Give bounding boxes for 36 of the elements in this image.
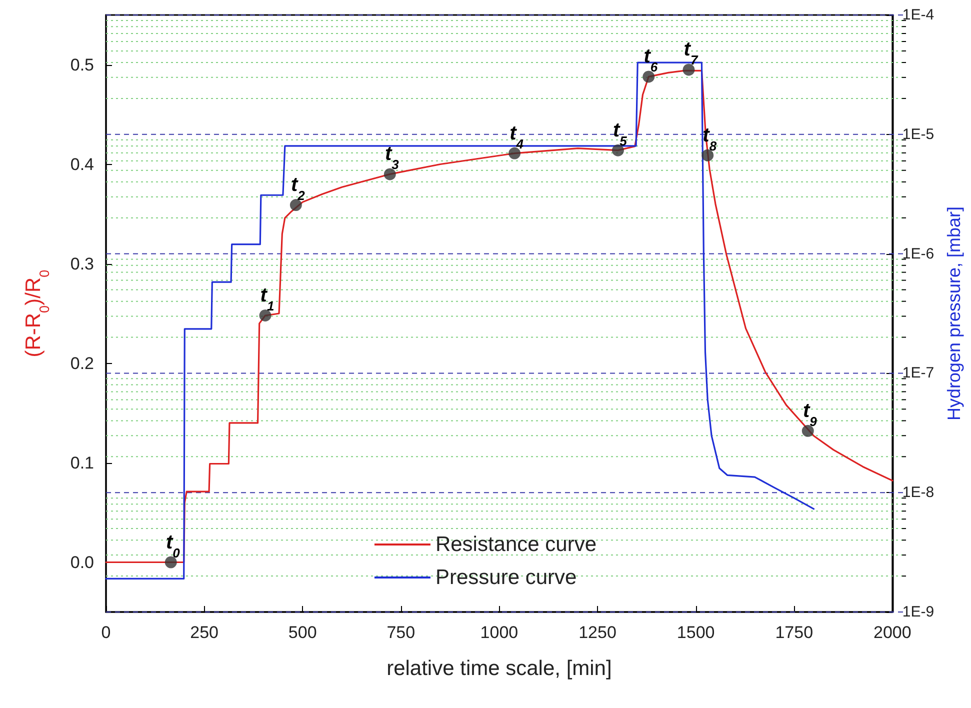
x-tick-label: 1000: [480, 623, 518, 642]
x-tick-label: 1750: [775, 623, 814, 642]
y2-tick-label: 1E-7: [902, 364, 934, 382]
x-axis-title: relative time scale, [min]: [386, 657, 612, 680]
y-tick-label: 0.5: [70, 55, 94, 74]
y-tick-label: 0.4: [70, 154, 94, 174]
point: [702, 149, 714, 162]
y2-tick-label: 1E-6: [902, 245, 934, 262]
point: [384, 168, 396, 180]
x-tick-label: 2000: [874, 623, 912, 642]
legend-label: Pressure curve: [435, 566, 577, 589]
legend-label: Resistance curve: [435, 533, 597, 556]
point: [612, 144, 624, 156]
point: [259, 309, 272, 322]
x-tick-label: 500: [288, 623, 317, 642]
x-tick-label: 750: [386, 623, 416, 642]
y2-tick-label: 1E-9: [902, 604, 934, 620]
point: [802, 424, 814, 437]
y-tick-label: 0.1: [70, 453, 94, 472]
y-tick-label: 0.3: [70, 254, 94, 274]
point: [290, 199, 302, 212]
x-tick-label: 0: [101, 623, 111, 642]
y2-tick-label: 1E-5: [902, 126, 934, 143]
y2-tick-label: 1E-4: [902, 6, 934, 24]
point: [642, 70, 655, 83]
y2-tick-label: 1E-8: [902, 484, 934, 502]
point: [682, 64, 695, 76]
x-tick-label: 1500: [676, 623, 715, 642]
point: [508, 147, 521, 160]
y-tick-label: 0.2: [70, 354, 94, 373]
x-tick-label: 250: [190, 623, 218, 642]
y-tick-label: 0.0: [70, 552, 94, 572]
y-axis-title: (R-R0)/R0: [22, 269, 52, 358]
y2-axis-title: Hydrogen pressure, [mbar]: [944, 206, 964, 421]
x-tick-label: 1250: [578, 623, 616, 642]
point: [164, 556, 177, 568]
